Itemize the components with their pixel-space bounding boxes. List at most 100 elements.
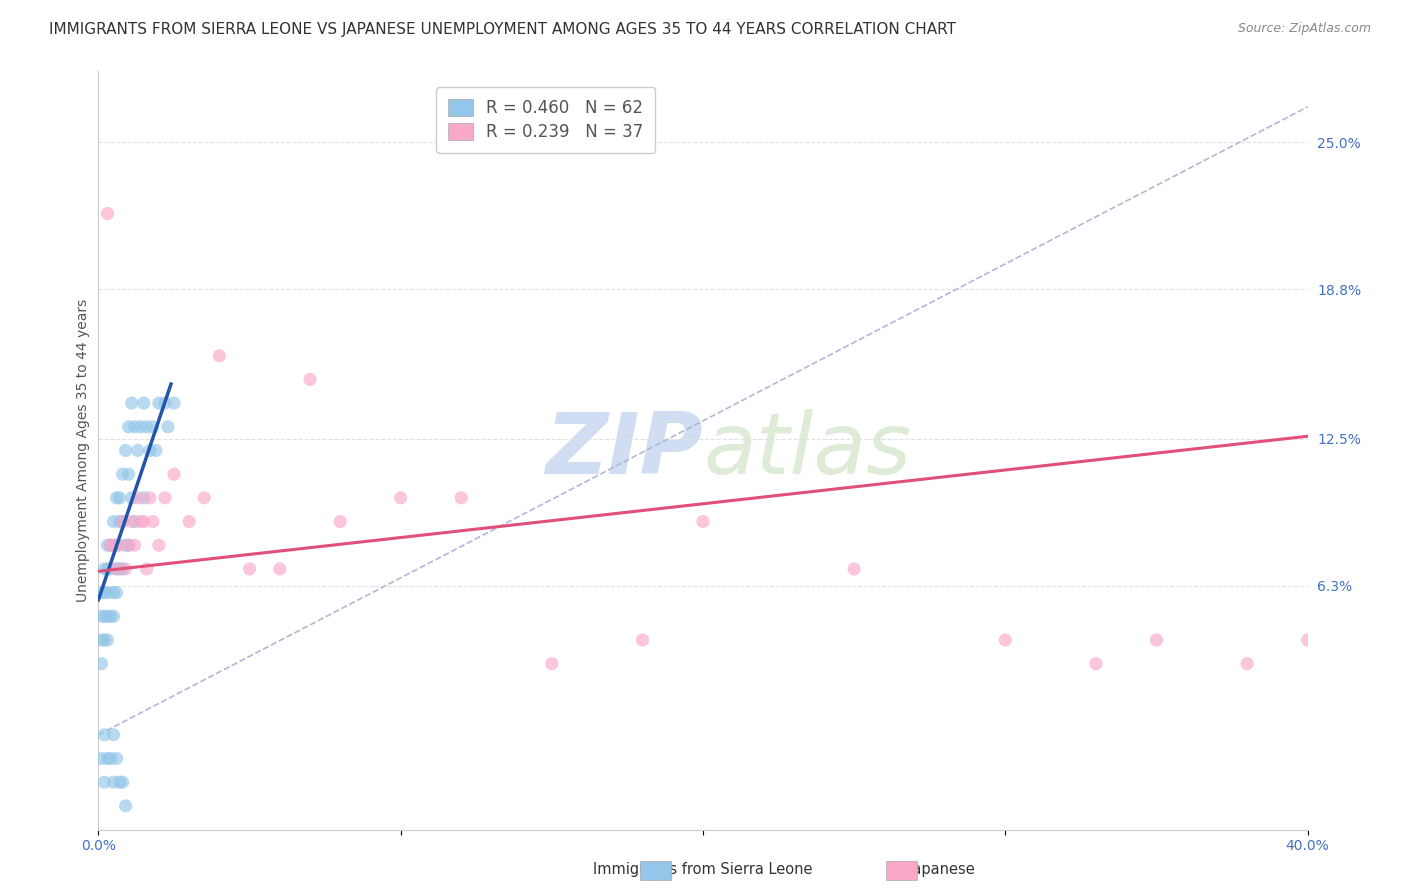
Point — [127, 491, 149, 505]
Point — [90, 585, 112, 599]
Point — [96, 538, 118, 552]
Point — [139, 491, 162, 505]
Point — [103, 728, 125, 742]
Point — [269, 562, 291, 576]
Point — [90, 657, 112, 671]
Point — [114, 538, 136, 552]
Point — [124, 538, 146, 552]
Point — [108, 562, 131, 576]
Text: Source: ZipAtlas.com: Source: ZipAtlas.com — [1237, 22, 1371, 36]
Point — [100, 538, 122, 552]
Point — [100, 562, 122, 576]
Text: atlas: atlas — [703, 409, 911, 492]
Text: IMMIGRANTS FROM SIERRA LEONE VS JAPANESE UNEMPLOYMENT AMONG AGES 35 TO 44 YEARS : IMMIGRANTS FROM SIERRA LEONE VS JAPANESE… — [49, 22, 956, 37]
Point — [93, 633, 115, 648]
Point — [142, 515, 165, 529]
Point — [135, 562, 157, 576]
Point — [153, 491, 176, 505]
Point — [111, 515, 134, 529]
Point — [193, 491, 215, 505]
Point — [132, 396, 155, 410]
Point — [114, 562, 136, 576]
Point — [121, 396, 143, 410]
Point — [103, 538, 125, 552]
Point — [540, 657, 562, 671]
Point — [114, 798, 136, 813]
Point — [118, 419, 141, 434]
Point — [105, 538, 128, 552]
Point — [93, 609, 115, 624]
Point — [105, 751, 128, 765]
Point — [118, 538, 141, 552]
Point — [105, 491, 128, 505]
Point — [105, 562, 128, 576]
Point — [121, 515, 143, 529]
Point — [108, 515, 131, 529]
Text: Japanese: Japanese — [908, 863, 976, 877]
Point — [179, 515, 201, 529]
Point — [100, 751, 122, 765]
Point — [127, 443, 149, 458]
Text: Immigrants from Sierra Leone: Immigrants from Sierra Leone — [593, 863, 813, 877]
Point — [1296, 633, 1319, 648]
Point — [100, 538, 122, 552]
Point — [118, 538, 141, 552]
Point — [103, 538, 125, 552]
Point — [100, 609, 122, 624]
Point — [111, 467, 134, 482]
Point — [118, 467, 141, 482]
Point — [145, 443, 167, 458]
Point — [129, 419, 152, 434]
Point — [96, 585, 118, 599]
Point — [90, 609, 112, 624]
Point — [1085, 657, 1108, 671]
Point — [163, 396, 186, 410]
Point — [692, 515, 714, 529]
Point — [148, 538, 170, 552]
Point — [121, 491, 143, 505]
Point — [93, 728, 115, 742]
Point — [844, 562, 866, 576]
Point — [631, 633, 654, 648]
Point — [163, 467, 186, 482]
Point — [90, 751, 112, 765]
Text: ZIP: ZIP — [546, 409, 703, 492]
Point — [129, 515, 152, 529]
Point — [299, 372, 322, 386]
Point — [114, 443, 136, 458]
Point — [103, 585, 125, 599]
Point — [148, 396, 170, 410]
Point — [108, 491, 131, 505]
Point — [132, 491, 155, 505]
Point — [1236, 657, 1258, 671]
Point — [124, 419, 146, 434]
Point — [111, 775, 134, 789]
Point — [450, 491, 472, 505]
Point — [994, 633, 1017, 648]
Point — [96, 751, 118, 765]
Point — [108, 538, 131, 552]
Point — [329, 515, 352, 529]
Point — [135, 419, 157, 434]
Point — [103, 609, 125, 624]
Point — [96, 206, 118, 220]
Point — [103, 775, 125, 789]
Point — [96, 609, 118, 624]
Point — [105, 585, 128, 599]
Point — [111, 515, 134, 529]
Point — [156, 419, 179, 434]
Legend: R = 0.460   N = 62, R = 0.239   N = 37: R = 0.460 N = 62, R = 0.239 N = 37 — [436, 87, 655, 153]
Point — [90, 633, 112, 648]
Point — [124, 515, 146, 529]
Point — [93, 775, 115, 789]
Point — [105, 562, 128, 576]
Point — [108, 775, 131, 789]
Point — [239, 562, 262, 576]
Point — [96, 633, 118, 648]
Point — [93, 562, 115, 576]
Point — [389, 491, 412, 505]
Point — [132, 515, 155, 529]
Point — [153, 396, 176, 410]
Point — [103, 515, 125, 529]
Point — [96, 562, 118, 576]
